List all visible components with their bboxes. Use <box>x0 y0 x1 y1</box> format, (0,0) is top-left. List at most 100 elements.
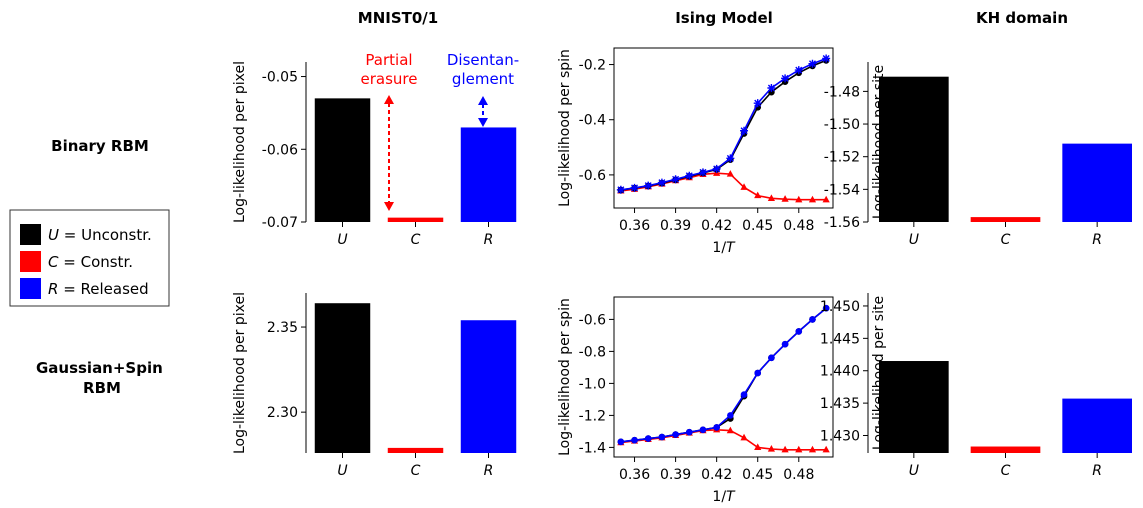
x-tick-label: 0.45 <box>742 218 773 234</box>
data-point <box>808 445 817 453</box>
arrow-partial-erasure <box>384 95 394 211</box>
data-point <box>781 445 789 453</box>
y-tick-label: -1.2 <box>579 408 606 424</box>
data-point <box>644 181 653 190</box>
bar-r <box>460 127 517 222</box>
y-tick-label: -1.54 <box>824 182 860 198</box>
data-point <box>740 183 748 190</box>
y-tick-label: -1.50 <box>824 117 860 133</box>
series-line <box>620 428 827 451</box>
y-tick-label: -0.05 <box>262 70 298 86</box>
x-tick-label-u: U <box>909 232 919 248</box>
data-point <box>658 433 666 441</box>
x-tick-label-r: R <box>484 463 494 479</box>
data-point <box>726 426 734 434</box>
data-point <box>795 445 803 453</box>
data-point <box>740 126 749 135</box>
x-tick-label: 0.42 <box>701 467 732 483</box>
x-tick-label-r: R <box>1092 232 1102 248</box>
data-point <box>726 170 734 177</box>
y-axis-label: Log-likelihood per pixel <box>232 61 248 223</box>
y-tick-label: -0.06 <box>262 142 298 158</box>
series-line <box>620 59 827 191</box>
x-tick-label-r: R <box>1092 463 1102 479</box>
panel-kh-binary: -1.48 -1.50 -1.52 -1.54 -1.56 U C R Log-likeliho… <box>824 62 1132 248</box>
x-tick-label: 0.36 <box>619 218 650 234</box>
x-tick-label: 0.39 <box>660 467 691 483</box>
y-tick-label: 1.440 <box>820 364 860 380</box>
data-point <box>767 445 776 452</box>
y-tick-label: 2.30 <box>267 405 298 421</box>
data-point <box>657 178 666 187</box>
data-point <box>754 443 762 450</box>
y-tick-label: 1.445 <box>820 331 860 347</box>
data-point <box>713 424 720 431</box>
arrow-disentanglement <box>478 96 488 127</box>
x-tick-label-u: U <box>337 232 347 248</box>
legend-swatch-c <box>20 251 41 272</box>
x-tick-label: 0.48 <box>783 218 814 234</box>
data-point <box>808 59 817 68</box>
data-point <box>795 195 803 203</box>
data-point <box>794 66 803 75</box>
x-axis-label: 1/T <box>712 240 736 256</box>
series-2 <box>617 304 830 446</box>
y-axis-label: Log-likelihood per site <box>871 296 887 450</box>
panel-ising-binary: -0.2 -0.4 -0.6 0.36 0.39 0.42 0.45 0.48 1/T Log-l… <box>557 47 834 256</box>
series-line <box>620 57 827 191</box>
x-tick-label-u: U <box>909 463 919 479</box>
bar-u <box>314 303 371 453</box>
y-tick-label: -1.56 <box>824 215 860 231</box>
series-1 <box>617 304 830 446</box>
data-point <box>822 54 831 63</box>
y-tick-label: 1.430 <box>820 429 860 445</box>
x-tick-label: 0.36 <box>619 467 650 483</box>
data-point <box>712 164 721 173</box>
x-axis-label: 1/T <box>712 489 736 505</box>
y-tick-label: -1.0 <box>579 376 606 392</box>
column-title-mnist: MNIST0/1 <box>358 9 438 27</box>
y-tick-label: -1.52 <box>824 150 860 166</box>
x-tick-label-c: C <box>1001 232 1011 248</box>
legend-swatch-r <box>20 278 41 299</box>
panel-ising-gaussian: -0.6 -0.8 -1.0 -1.2 -1.4 0.36 0.39 0.42 0.45 0.48… <box>557 296 834 505</box>
data-point <box>617 438 625 446</box>
panel-mnist-binary: -0.05 -0.06 -0.07 U C R Log-likelihood per pix… <box>232 61 517 248</box>
bar-c <box>387 447 444 453</box>
column-title-kh: KH domain <box>976 9 1068 27</box>
data-point <box>630 183 639 192</box>
data-point <box>795 328 803 335</box>
data-point <box>616 185 625 194</box>
legend-entry-u: U = Unconstr. <box>48 226 152 244</box>
x-tick-label-r: R <box>484 232 494 248</box>
data-point <box>754 369 762 377</box>
data-point <box>753 99 762 108</box>
data-point <box>754 191 762 199</box>
data-point <box>808 195 817 203</box>
data-point <box>631 436 638 444</box>
bar-u <box>879 361 949 453</box>
data-point <box>822 304 830 312</box>
y-tick-label: 1.450 <box>820 299 860 315</box>
annotation-partial-erasure: Partial erasure <box>361 51 418 88</box>
data-point <box>767 194 776 201</box>
plot-frame <box>613 47 834 209</box>
y-axis-label: Log-likelihood per site <box>871 65 887 219</box>
y-tick-label: 1.435 <box>820 396 860 412</box>
annotation-disentanglement: Disentan-glement <box>447 51 519 88</box>
bar-c <box>387 217 444 222</box>
y-tick-label: -0.07 <box>262 215 298 231</box>
data-point <box>740 391 748 398</box>
y-tick-label: -0.4 <box>579 113 606 129</box>
data-point <box>685 428 693 436</box>
row-title-binary: Binary RBM <box>51 137 149 155</box>
y-axis-label: Log-likelihood per pixel <box>232 292 248 454</box>
data-point <box>685 171 694 180</box>
data-point <box>768 354 775 362</box>
data-point <box>781 340 789 348</box>
y-tick-label: 2.35 <box>267 320 298 336</box>
x-tick-label: 0.42 <box>701 218 732 234</box>
series-line <box>620 172 827 201</box>
bar-u <box>314 98 371 222</box>
